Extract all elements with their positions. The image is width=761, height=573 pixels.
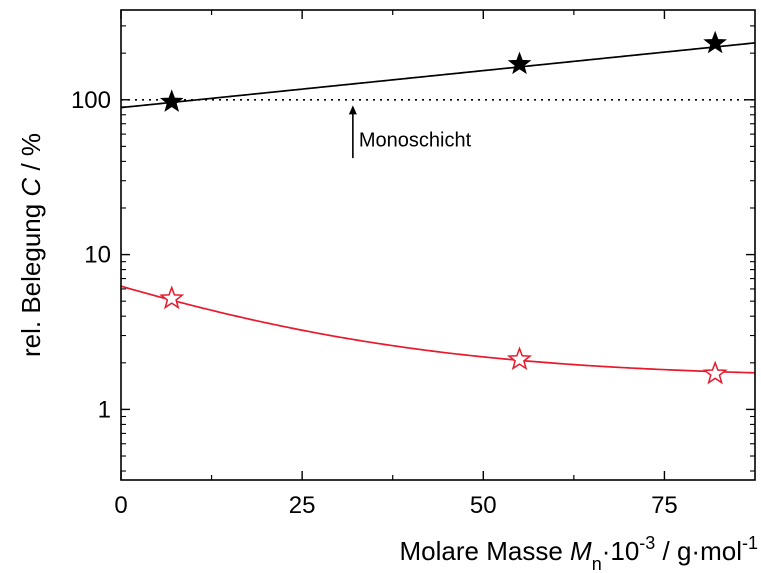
y-tick-label: 100 — [71, 87, 111, 114]
x-tick-label: 75 — [651, 492, 678, 519]
fit-lines-layer — [120, 42, 756, 374]
data-point-series-1 — [159, 89, 184, 112]
fit-line-series-2 — [120, 285, 756, 374]
data-point-series-2 — [702, 360, 728, 385]
plot-frame — [120, 9, 756, 481]
annotation-monoschicht: Monoschicht — [359, 129, 472, 151]
tick-labels-layer: 0 25 50 75 1 10 100 — [71, 87, 678, 519]
y-tick-label: 1 — [98, 396, 111, 423]
x-axis-title-symbol: M — [570, 536, 592, 566]
y-tick-label: 10 — [84, 242, 111, 269]
y-axis-title-unit: / % — [16, 133, 46, 178]
x-tick-label: 25 — [289, 492, 316, 519]
data-point-series-2 — [507, 346, 533, 371]
fit-line-series-1 — [120, 42, 756, 109]
axes-layer — [120, 9, 756, 481]
x-axis-title-unit-exponent: -1 — [742, 533, 758, 553]
data-point-series-1 — [703, 30, 727, 54]
annotation-layer: Monoschicht — [348, 105, 472, 159]
y-axis-title-prefix: rel. Belegung — [16, 197, 46, 357]
y-axis-title-symbol: C — [16, 178, 46, 197]
x-tick-label: 50 — [470, 492, 497, 519]
x-axis-title-exponent: -3 — [639, 533, 655, 553]
x-axis-title: Molare Masse Mn·10-3 / g·mol-1 — [400, 533, 758, 573]
y-axis-title: rel. Belegung C / % — [16, 133, 46, 357]
x-axis-title-subscript: n — [592, 554, 602, 573]
x-axis-title-unit: / g·mol — [655, 536, 742, 566]
x-tick-label: 0 — [114, 492, 127, 519]
annotation-arrow-head — [348, 105, 357, 115]
x-axis-title-mid: ·10 — [602, 536, 640, 566]
data-point-series-1 — [507, 51, 532, 75]
x-axis-title-prefix: Molare Masse — [400, 536, 571, 566]
data-point-series-2 — [159, 285, 185, 310]
data-points-layer — [159, 30, 728, 385]
